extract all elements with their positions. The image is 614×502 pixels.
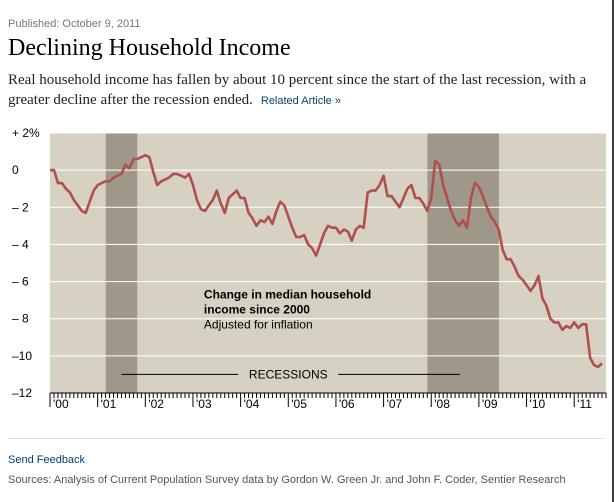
y-tick-label: – 4 xyxy=(12,237,29,251)
x-tick-label: '10 xyxy=(530,397,546,411)
page-title: Declining Household Income xyxy=(8,35,291,61)
recessions-label: RECESSIONS xyxy=(249,367,328,381)
recession-band-2 xyxy=(427,133,499,393)
footer-divider xyxy=(8,438,604,439)
x-tick-label: '02 xyxy=(148,397,164,411)
send-feedback-link[interactable]: Send Feedback xyxy=(8,454,86,466)
subhead: Real household income has fallen by abou… xyxy=(8,70,606,111)
x-tick-label: '00 xyxy=(53,397,69,411)
chart-annotation-line-2: income since 2000 xyxy=(204,302,310,316)
y-tick-label: –10 xyxy=(12,349,32,363)
y-tick-label: 0 xyxy=(12,163,19,177)
x-tick-label: '06 xyxy=(339,397,355,411)
x-tick-label: '05 xyxy=(291,397,307,411)
x-tick-label: '01 xyxy=(101,397,117,411)
x-tick-label: '03 xyxy=(196,397,212,411)
x-tick-label: '09 xyxy=(482,397,498,411)
y-tick-label: – 6 xyxy=(12,275,29,289)
subhead-text: Real household income has fallen by abou… xyxy=(8,72,587,108)
y-tick-label: + 2% xyxy=(12,126,40,140)
chart-annotation-line-3: Adjusted for inflation xyxy=(204,317,313,331)
chart-annotation-line-1: Change in median household xyxy=(204,287,371,301)
x-tick-label: '04 xyxy=(244,397,260,411)
x-tick-label: '07 xyxy=(387,397,403,411)
published-date: Published: October 9, 2011 xyxy=(8,18,141,30)
y-tick-label: –12 xyxy=(12,386,32,400)
related-article-link[interactable]: Related Article » xyxy=(260,95,341,107)
income-line-chart: + 2% 0 – 2 – 4 – 6 – 8 –10 –12 RECESSIONS Change … xyxy=(12,126,607,411)
x-tick-label: '08 xyxy=(434,397,450,411)
recession-band-1 xyxy=(105,133,138,393)
sources-note: Sources: Analysis of Current Population … xyxy=(8,474,566,486)
y-tick-label: – 8 xyxy=(12,312,29,326)
income-series-line xyxy=(50,154,603,369)
frame-border xyxy=(612,0,614,502)
x-tick-label: '11 xyxy=(577,397,592,411)
y-tick-label: – 2 xyxy=(12,200,29,214)
